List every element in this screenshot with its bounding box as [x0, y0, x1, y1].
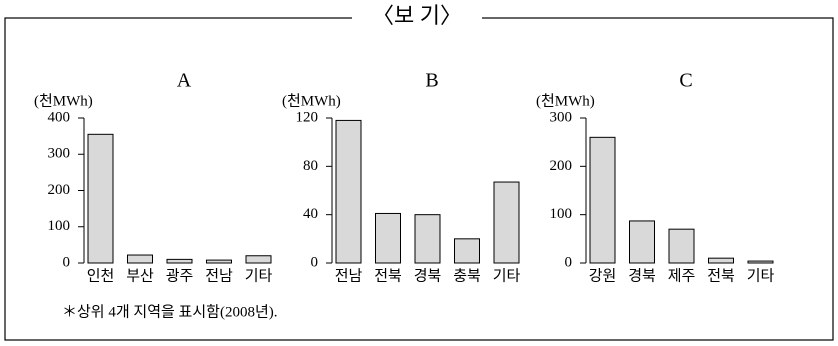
header-bg	[352, 4, 482, 32]
y-tick-label: 200	[550, 158, 573, 174]
chart-title: C	[679, 70, 692, 92]
y-tick-label: 0	[565, 254, 573, 270]
x-tick-label: 경북	[414, 267, 442, 284]
x-tick-label: 충북	[453, 267, 481, 284]
bar	[127, 254, 153, 264]
bar	[589, 136, 616, 264]
bar	[668, 228, 695, 264]
x-tick-label: 광주	[166, 267, 194, 284]
y-tick-label: 40	[303, 206, 318, 222]
y-tick-label: 400	[48, 109, 71, 125]
y-tick-label: 100	[550, 206, 573, 222]
x-tick-label: 전북	[374, 267, 402, 284]
bar	[206, 259, 232, 264]
bar	[375, 212, 401, 264]
footnote: ＊상위 4개 지역을 표시함(2008년).	[62, 303, 278, 320]
frame	[4, 17, 834, 341]
y-tick-label: 0	[311, 254, 319, 270]
x-tick-label: 인천	[87, 267, 115, 284]
bar	[454, 238, 480, 264]
y-tick-label: 300	[550, 109, 573, 125]
bar	[166, 258, 193, 264]
bar	[708, 257, 734, 264]
bar	[629, 220, 655, 264]
x-tick-label: 경북	[628, 267, 656, 284]
chart-title: A	[177, 70, 192, 92]
y-axis-label: (천MWh)	[536, 92, 595, 109]
bar	[87, 133, 114, 264]
x-tick-label: 전남	[205, 267, 233, 284]
bar	[493, 181, 520, 264]
y-tick-label: 80	[303, 158, 318, 174]
y-tick-label: 200	[48, 182, 71, 198]
x-tick-label: 전남	[335, 267, 363, 284]
y-tick-label: 0	[63, 254, 71, 270]
x-tick-label: 부산	[126, 267, 154, 284]
y-tick-label: 120	[296, 109, 319, 125]
bar	[335, 119, 362, 264]
y-tick-label: 100	[48, 218, 71, 234]
y-tick-label: 300	[48, 146, 71, 162]
y-axis-label: (천MWh)	[34, 92, 93, 109]
x-tick-label: 제주	[668, 267, 696, 284]
y-axis-label: (천MWh)	[282, 92, 341, 109]
x-tick-label: 전북	[707, 267, 735, 284]
x-tick-label: 강원	[589, 267, 617, 284]
header: 〈보 기〉	[372, 3, 462, 28]
chart-title: B	[425, 70, 438, 92]
x-tick-label: 기타	[493, 267, 521, 284]
bar	[747, 260, 774, 264]
bar	[414, 214, 441, 264]
x-tick-label: 기타	[245, 267, 273, 284]
bar	[245, 255, 272, 264]
x-tick-label: 기타	[747, 267, 775, 284]
